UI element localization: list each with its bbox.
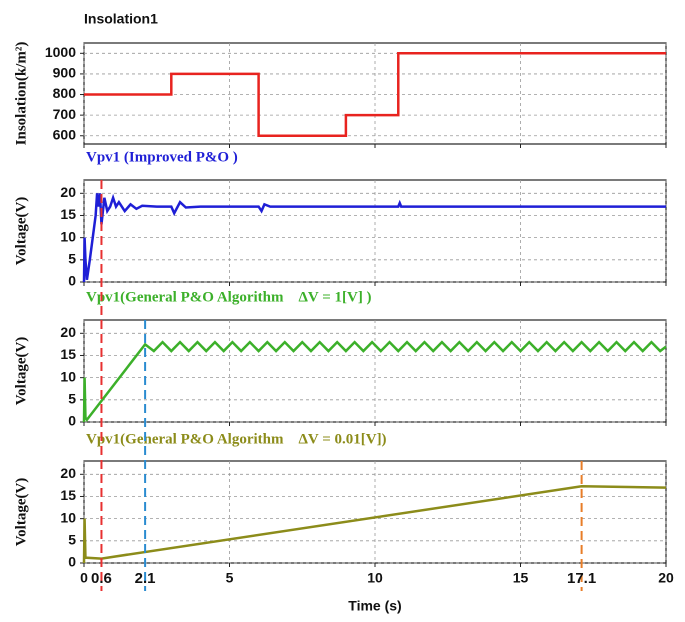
- subplot-title: Insolation1: [84, 11, 158, 27]
- y-tick-label: 900: [53, 65, 77, 81]
- y-tick-label: 15: [60, 487, 76, 503]
- marker-label: 0.6: [91, 570, 112, 587]
- subplot-title: Vpv1 (Improved P&O ): [86, 149, 238, 165]
- y-tick-label: 20: [60, 184, 76, 200]
- y-tick-label: 20: [60, 465, 76, 481]
- y-tick-label: 10: [60, 509, 76, 525]
- x-tick-label: 15: [513, 570, 529, 586]
- y-axis-label: Voltage(V): [13, 337, 29, 406]
- y-tick-label: 700: [53, 106, 77, 122]
- subplot-title: Vpv1(General P&O Algorithm ΔV = 0.01[V]): [86, 431, 387, 447]
- y-axis-label: Voltage(V): [13, 478, 29, 547]
- x-tick-label: 0: [80, 570, 88, 586]
- y-tick-label: 10: [60, 368, 76, 384]
- y-tick-label: 0: [68, 413, 76, 429]
- y-tick-label: 10: [60, 228, 76, 244]
- y-tick-label: 20: [60, 324, 76, 340]
- data-line: [84, 52, 666, 138]
- y-tick-label: 1000: [45, 44, 76, 60]
- y-tick-label: 800: [53, 85, 77, 101]
- y-axis-label: Insolation(k/m²): [13, 42, 29, 146]
- x-axis-label: Time (s): [348, 598, 401, 614]
- y-tick-label: 600: [53, 126, 77, 142]
- marker-label: 17.1: [567, 570, 596, 587]
- x-tick-label: 10: [367, 570, 383, 586]
- y-tick-label: 0: [68, 554, 76, 570]
- data-line: [82, 340, 667, 423]
- data-line: [82, 485, 667, 564]
- y-tick-label: 5: [68, 532, 76, 548]
- marker-label: 2.1: [135, 570, 156, 587]
- y-tick-label: 15: [60, 346, 76, 362]
- y-tick-label: 5: [68, 251, 76, 267]
- y-tick-label: 5: [68, 391, 76, 407]
- y-tick-label: 0: [68, 273, 76, 289]
- y-axis-label: Voltage(V): [13, 197, 29, 266]
- x-tick-label: 5: [226, 570, 234, 586]
- data-line: [82, 193, 666, 283]
- subplot-title: Vpv1(General P&O Algorithm ΔV = 1[V] ): [86, 289, 372, 305]
- y-tick-label: 15: [60, 206, 76, 222]
- x-tick-label: 20: [658, 570, 674, 586]
